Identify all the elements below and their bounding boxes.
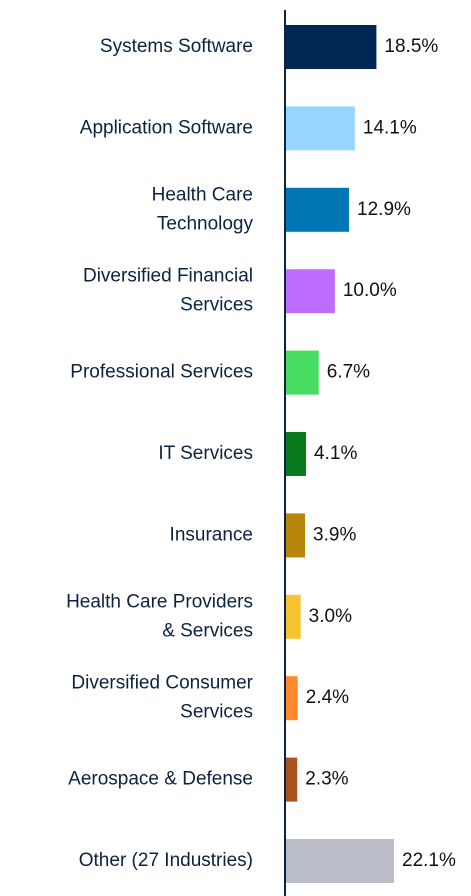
category-label: Application Software bbox=[80, 117, 253, 138]
bar bbox=[286, 269, 335, 314]
value-label: 6.7% bbox=[327, 362, 370, 383]
category-label: Diversified Financial bbox=[83, 266, 253, 287]
value-label: 18.5% bbox=[384, 36, 438, 57]
category-label: Professional Services bbox=[70, 362, 253, 383]
value-label: 3.9% bbox=[313, 524, 356, 545]
value-label: 10.0% bbox=[343, 280, 397, 301]
category-label: Other (27 Industries) bbox=[79, 850, 253, 871]
category-label: & Services bbox=[162, 620, 253, 641]
category-label: Health Care bbox=[152, 184, 253, 205]
bar bbox=[286, 187, 350, 232]
category-label: IT Services bbox=[158, 443, 253, 464]
bar bbox=[286, 106, 355, 151]
bar bbox=[286, 594, 301, 639]
category-label: Services bbox=[180, 702, 253, 723]
bar bbox=[286, 839, 394, 883]
category-label: Technology bbox=[157, 213, 254, 234]
value-label: 2.4% bbox=[306, 687, 349, 708]
value-label: 4.1% bbox=[314, 443, 357, 464]
category-label: Health Care Providers bbox=[66, 591, 253, 612]
bar bbox=[286, 432, 307, 476]
category-label: Diversified Consumer bbox=[71, 673, 253, 694]
category-label: Services bbox=[180, 295, 253, 316]
value-label: 2.3% bbox=[305, 769, 348, 790]
value-label: 14.1% bbox=[363, 117, 417, 138]
value-label: 22.1% bbox=[402, 850, 456, 871]
value-label: 12.9% bbox=[357, 199, 411, 220]
category-label: Insurance bbox=[170, 524, 253, 545]
bar bbox=[286, 350, 319, 395]
category-label: Systems Software bbox=[100, 36, 253, 57]
category-label: Aerospace & Defense bbox=[68, 769, 253, 790]
bar bbox=[286, 757, 298, 802]
bar bbox=[286, 513, 306, 558]
value-label: 3.0% bbox=[309, 606, 352, 627]
bar bbox=[286, 25, 377, 69]
bar bbox=[286, 676, 298, 721]
